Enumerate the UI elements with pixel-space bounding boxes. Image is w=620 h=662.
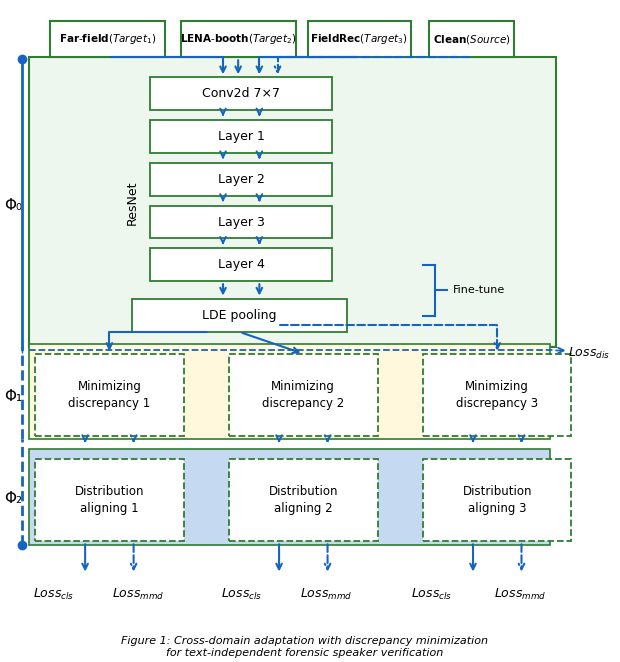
FancyBboxPatch shape [150, 77, 332, 110]
FancyBboxPatch shape [150, 248, 332, 281]
FancyBboxPatch shape [429, 21, 514, 58]
Text: $\mathit{Loss}_{cls}$: $\mathit{Loss}_{cls}$ [33, 587, 74, 602]
Text: Layer 2: Layer 2 [218, 173, 265, 186]
Text: $\mathit{Loss}_{dis}$: $\mathit{Loss}_{dis}$ [569, 346, 611, 361]
Text: Minimizing
discrepancy 3: Minimizing discrepancy 3 [456, 380, 538, 410]
Text: Layer 1: Layer 1 [218, 130, 265, 143]
FancyBboxPatch shape [132, 299, 347, 332]
Text: $\mathit{Loss}_{mmd}$: $\mathit{Loss}_{mmd}$ [494, 587, 546, 602]
Text: $\mathit{Loss}_{mmd}$: $\mathit{Loss}_{mmd}$ [300, 587, 352, 602]
FancyBboxPatch shape [29, 344, 551, 440]
Text: Layer 3: Layer 3 [218, 216, 265, 228]
Text: Distribution
aligning 2: Distribution aligning 2 [268, 485, 338, 515]
FancyBboxPatch shape [423, 354, 572, 436]
Text: Minimizing
discrepancy 1: Minimizing discrepancy 1 [68, 380, 151, 410]
FancyBboxPatch shape [423, 459, 572, 542]
Text: Distribution
aligning 1: Distribution aligning 1 [74, 485, 144, 515]
Text: Figure 1: Cross-domain adaptation with discrepancy minimization
for text-indepen: Figure 1: Cross-domain adaptation with d… [122, 636, 489, 657]
Text: Conv2d 7×7: Conv2d 7×7 [202, 87, 280, 100]
Text: $\mathbf{LENA\text{-}booth}$$(Target_{2})$: $\mathbf{LENA\text{-}booth}$$(Target_{2}… [180, 32, 296, 46]
Text: Φ₁: Φ₁ [4, 389, 22, 404]
FancyBboxPatch shape [29, 449, 551, 545]
FancyBboxPatch shape [308, 21, 411, 58]
Text: Distribution
aligning 3: Distribution aligning 3 [463, 485, 532, 515]
Text: $\mathbf{Far\text{-}field}$$(Target_{1})$: $\mathbf{Far\text{-}field}$$(Target_{1})… [60, 32, 156, 46]
FancyBboxPatch shape [50, 21, 166, 58]
FancyBboxPatch shape [229, 459, 378, 542]
FancyBboxPatch shape [150, 163, 332, 196]
Text: Φ₀: Φ₀ [4, 198, 22, 213]
FancyBboxPatch shape [229, 354, 378, 436]
Text: Layer 4: Layer 4 [218, 258, 265, 271]
Text: Fine-tune: Fine-tune [453, 285, 505, 295]
Text: ResNet: ResNet [126, 180, 139, 224]
Text: Φ₂: Φ₂ [4, 491, 22, 506]
FancyBboxPatch shape [35, 354, 184, 436]
FancyBboxPatch shape [150, 206, 332, 238]
Text: $\mathbf{Field Rec}$$(Target_{3})$: $\mathbf{Field Rec}$$(Target_{3})$ [311, 32, 409, 46]
Text: Minimizing
discrepancy 2: Minimizing discrepancy 2 [262, 380, 345, 410]
FancyBboxPatch shape [180, 21, 296, 58]
Text: LDE pooling: LDE pooling [202, 309, 277, 322]
Text: $\mathit{Loss}_{cls}$: $\mathit{Loss}_{cls}$ [412, 587, 453, 602]
FancyBboxPatch shape [35, 459, 184, 542]
Text: $\mathbf{Clean}$$(Source)$: $\mathbf{Clean}$$(Source)$ [433, 32, 510, 46]
FancyBboxPatch shape [29, 58, 556, 347]
FancyBboxPatch shape [150, 120, 332, 153]
Text: $\mathit{Loss}_{mmd}$: $\mathit{Loss}_{mmd}$ [112, 587, 164, 602]
Text: $\mathit{Loss}_{cls}$: $\mathit{Loss}_{cls}$ [221, 587, 262, 602]
